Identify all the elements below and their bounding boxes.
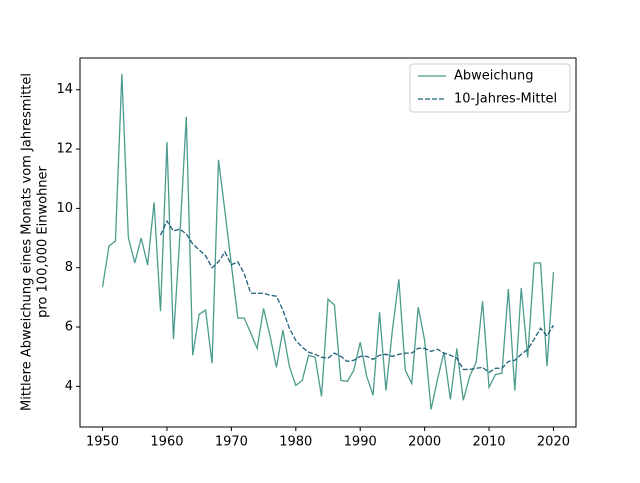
y-tick-label: 14 <box>56 82 73 97</box>
x-tick-label: 2000 <box>408 435 441 450</box>
x-tick-label: 2010 <box>472 435 505 450</box>
x-tick-label: 1980 <box>279 435 312 450</box>
y-axis-label: pro 100,000 Einwohner <box>36 165 51 317</box>
y-axis-label: Mittlere Abweichung eines Monats vom Jah… <box>20 73 35 411</box>
x-tick-label: 1970 <box>215 435 248 450</box>
y-tick-label: 4 <box>65 379 73 394</box>
x-tick-label: 1990 <box>344 435 377 450</box>
legend-box <box>409 63 571 113</box>
y-tick-label: 8 <box>65 260 73 275</box>
x-tick-label: 1960 <box>150 435 183 450</box>
x-tick-label: 1950 <box>86 435 119 450</box>
legend-label: 10-Jahres-Mittel <box>454 92 557 107</box>
y-tick-label: 10 <box>56 201 73 216</box>
legend-label: Abweichung <box>454 69 534 84</box>
y-tick-label: 12 <box>56 142 73 157</box>
axes-frame <box>79 57 577 428</box>
y-tick-label: 6 <box>65 320 73 335</box>
x-tick-label: 2020 <box>537 435 570 450</box>
data-line <box>101 73 555 410</box>
data-line <box>159 219 555 374</box>
